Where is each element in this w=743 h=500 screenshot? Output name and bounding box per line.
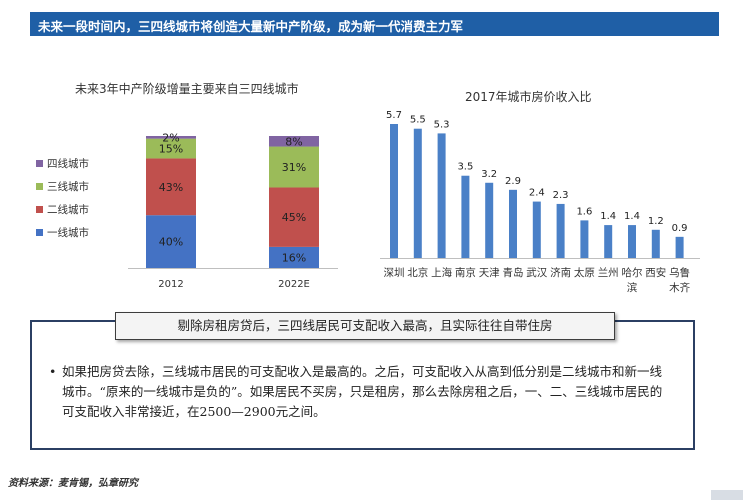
chart1-data-label: 31%: [282, 161, 306, 174]
chart1-legend-label: 二线城市: [47, 203, 89, 216]
chart1-data-label: 43%: [159, 181, 183, 194]
chart1-legend-swatch: [36, 160, 43, 167]
callout-body-text: 如果把房贷去除，三线城市居民的可支配收入是最高的。之后，可支配收入从高到低分别是…: [62, 364, 663, 419]
chart2-data-label: 2.3: [553, 190, 569, 201]
chart2-data-label: 2.9: [505, 176, 521, 187]
header-bar: 未来一段时间内，三四线城市将创造大量新中产阶级，成为新一代消费主力军: [30, 12, 719, 36]
chart2-category-label: 南京: [455, 266, 476, 279]
chart1-data-label: 8%: [285, 135, 302, 148]
chart2-category-label: 青岛: [503, 266, 524, 279]
chart2-category-label: 滨: [627, 281, 638, 294]
chart2-category-label: 兰州: [598, 266, 619, 279]
chart2-category-label: 哈尔: [622, 266, 643, 279]
chart2-title: 2017年城市房价收入比: [465, 90, 592, 104]
chart2-bar: [509, 189, 517, 258]
chart2-data-label: 3.2: [481, 169, 497, 180]
chart2-category-label: 上海: [431, 266, 452, 279]
chart2-bar: [580, 220, 589, 258]
chart2-data-label: 5.3: [434, 119, 450, 130]
chart1-bar-segment: [146, 136, 196, 139]
chart2-category-label: 太原: [574, 266, 595, 279]
chart2-bar: [437, 133, 446, 258]
chart2-data-label: 1.2: [648, 216, 664, 227]
chart2-category-label: 深圳: [384, 267, 405, 279]
chart2-data-label: 5.5: [410, 115, 426, 126]
chart2-data-label: 1.4: [624, 211, 640, 222]
chart2-category-label: 济南: [550, 266, 571, 279]
chart1-bar-segment: [146, 138, 196, 159]
chart2-bar: [556, 203, 565, 258]
callout-headline: 剔除房租房贷后，三四线居民可支配收入最高，且实际往往自带住房: [115, 312, 615, 340]
chart2-bar: [628, 225, 636, 258]
chart1-bar-segment: [146, 158, 196, 216]
chart1-legend-label: 三线城市: [47, 180, 89, 193]
chart2-bar: [532, 201, 541, 258]
chart2-category-label: 木齐: [669, 281, 690, 294]
chart1-bar-segment: [146, 215, 196, 268]
chart2-bar: [651, 229, 660, 258]
source-note: 资料来源：麦肯锡，弘章研究: [8, 478, 138, 489]
chart1-bar-segment: [269, 246, 319, 268]
chart2-data-label: 2.4: [529, 188, 545, 199]
chart2-data-label: 1.6: [576, 206, 592, 217]
chart1-bar-segment: [269, 136, 319, 147]
chart2-data-label: 3.5: [457, 162, 473, 173]
chart2-bar: [485, 182, 494, 258]
chart2-category-label: 武汉: [526, 266, 547, 279]
chart2-bar: [604, 225, 613, 258]
chart2-data-label: 1.4: [600, 211, 616, 222]
chart1-legend-label: 四线城市: [47, 157, 89, 170]
chart1-legend-swatch: [36, 206, 43, 213]
chart2-data-label: 5.7: [386, 110, 402, 121]
chart2-bar: [413, 128, 422, 258]
chart1-data-label: 45%: [282, 211, 306, 224]
chart1-category-label: 2012: [158, 279, 183, 290]
chart2-bar: [675, 236, 684, 258]
chart2-bar: [461, 175, 470, 258]
chart2-category-label: 天津: [479, 267, 500, 279]
chart1-bar-segment: [269, 187, 319, 247]
chart1-legend-swatch: [36, 183, 43, 190]
chart1-bar-segment: [269, 146, 319, 188]
chart2-category-label: 乌鲁: [669, 266, 690, 279]
chart2-category-label: 西安: [645, 266, 666, 279]
chart1-data-label: 15%: [159, 143, 183, 156]
chart1-data-label: 16%: [282, 251, 306, 264]
chart2-category-label: 北京: [407, 266, 428, 279]
chart2-data-label: 0.9: [672, 223, 688, 234]
chart1-data-label: 2%: [162, 131, 179, 144]
chart1-title: 未来3年中产阶级增量主要来自三四线城市: [75, 82, 299, 96]
chart1-legend-label: 一线城市: [47, 226, 89, 239]
chart1-data-label: 40%: [159, 236, 183, 249]
bullet-mark: •: [49, 364, 57, 379]
corner-decoration: [711, 490, 743, 500]
callout-body: • 如果把房贷去除，三线城市居民的可支配收入是最高的。之后，可支配收入从高到低分…: [49, 362, 672, 422]
chart1-legend-swatch: [36, 229, 43, 236]
chart1-category-label: 2022E: [278, 279, 310, 290]
page-title: 未来一段时间内，三四线城市将创造大量新中产阶级，成为新一代消费主力军: [38, 19, 464, 34]
chart2-bar: [390, 124, 398, 258]
